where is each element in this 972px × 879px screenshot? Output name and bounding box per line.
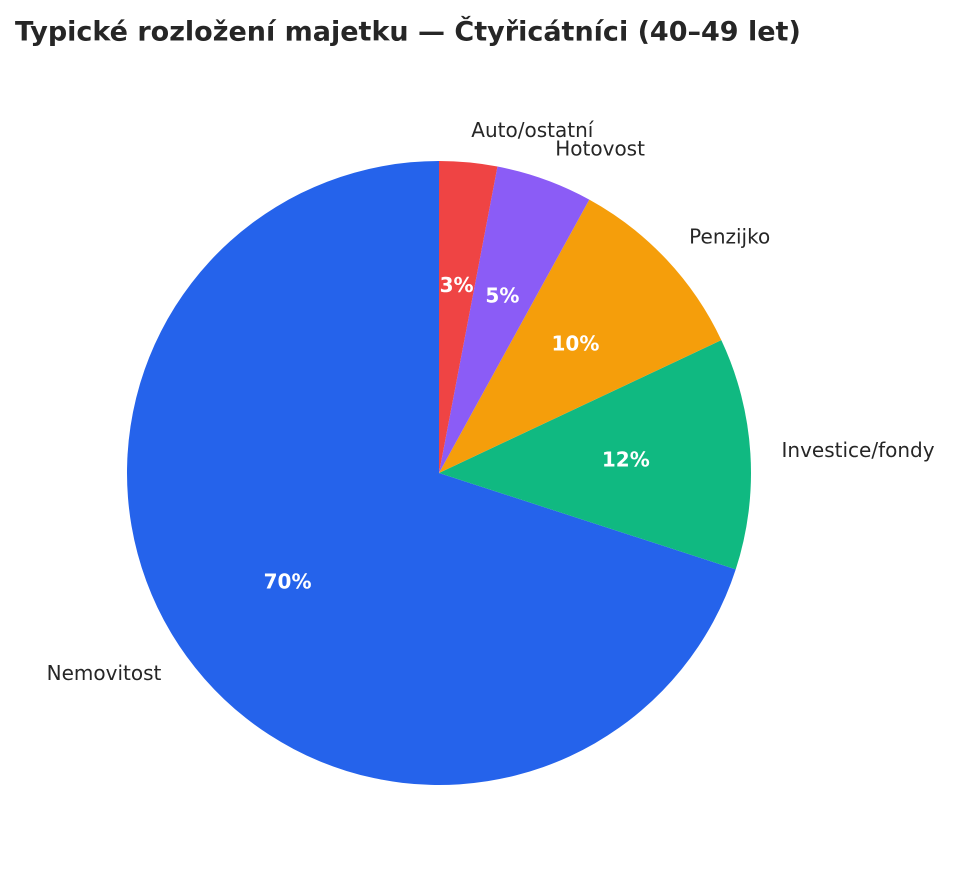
chart-title: Typické rozložení majetku — Čtyřicátníci… bbox=[15, 16, 801, 48]
category-label: Nemovitost bbox=[47, 661, 162, 685]
category-label: Hotovost bbox=[555, 137, 645, 161]
value-label: 3% bbox=[440, 273, 474, 297]
pie-slice bbox=[439, 340, 751, 570]
value-label: 10% bbox=[552, 331, 600, 355]
value-label: 70% bbox=[264, 570, 312, 594]
value-label: 5% bbox=[485, 283, 519, 307]
pie-slice bbox=[439, 199, 722, 473]
category-label: Investice/fondy bbox=[782, 438, 935, 462]
pie-slice bbox=[127, 161, 736, 785]
pie-slice bbox=[439, 161, 498, 473]
category-label: Penzijko bbox=[689, 225, 770, 249]
category-label: Auto/ostatní bbox=[471, 118, 594, 142]
pie-slice bbox=[439, 166, 590, 474]
value-label: 12% bbox=[602, 448, 650, 472]
